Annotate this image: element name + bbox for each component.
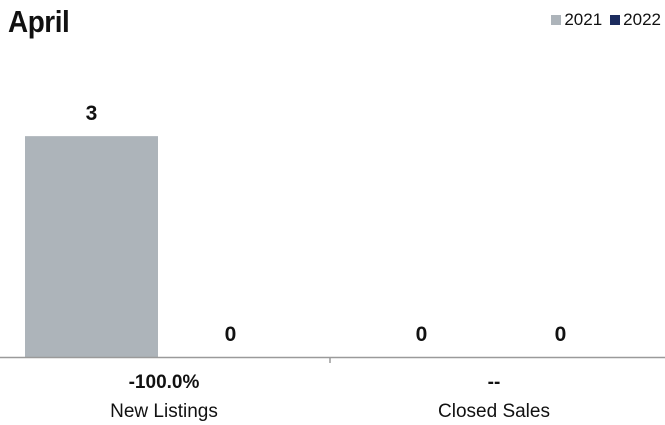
- change-label-0: -100.0%: [129, 372, 200, 393]
- data-label-2021-0: 3: [86, 102, 98, 125]
- change-label-1: --: [488, 372, 501, 393]
- chart-legend: 2021 2022: [551, 10, 661, 30]
- category-label-1: Closed Sales: [438, 401, 550, 422]
- bar-2021-0: [25, 136, 158, 357]
- legend-item-2022: 2022: [610, 10, 661, 30]
- data-label-2022-0: 0: [225, 323, 237, 346]
- category-label-0: New Listings: [110, 401, 218, 422]
- legend-item-2021: 2021: [551, 10, 602, 30]
- data-label-2022-1: 0: [555, 323, 567, 346]
- legend-label-2022: 2022: [623, 10, 661, 29]
- legend-swatch-2022: [610, 15, 621, 25]
- chart-title: April: [8, 4, 70, 39]
- legend-swatch-2021: [551, 15, 562, 25]
- legend-label-2021: 2021: [564, 10, 603, 29]
- data-label-2021-1: 0: [416, 323, 428, 346]
